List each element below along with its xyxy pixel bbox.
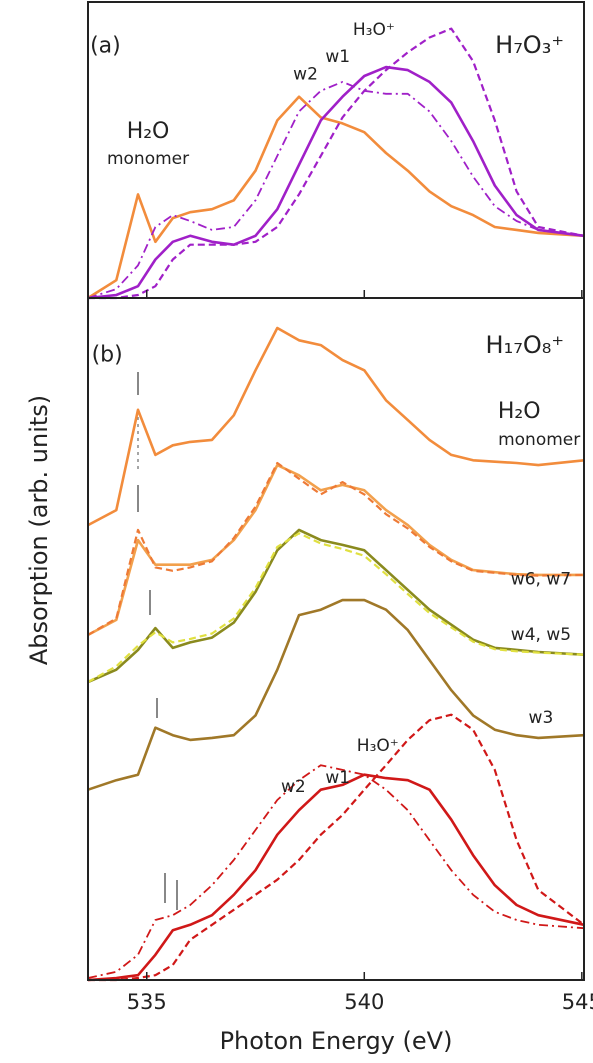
annotation: w6, w7 [511, 570, 571, 590]
annotation: w3 [529, 708, 554, 728]
spectrum-line [87, 81, 585, 299]
spectrum-line [87, 461, 585, 636]
y-axis-label: Absorption (arb. units) [25, 395, 53, 665]
x-axis-label: Photon Energy (eV) [220, 1027, 453, 1055]
annotation: w2 [281, 777, 306, 797]
annotation: H₂O [498, 399, 541, 424]
spectrum-line [87, 598, 585, 791]
annotation: monomer [498, 430, 580, 450]
spectrum-line [87, 463, 584, 637]
spectrum-line [87, 764, 585, 979]
x-tick-label: 535 [127, 990, 167, 1014]
annotation: w2 [293, 65, 318, 85]
spectrum-line [87, 528, 585, 684]
peak-markers [137, 372, 178, 910]
annotation: H₃O⁺ [357, 736, 399, 756]
annotation: (b) [92, 342, 123, 367]
annotation: H₂O [127, 119, 170, 144]
panel-title: H₇O₃⁺ [495, 31, 564, 59]
annotation: (a) [90, 33, 121, 58]
spectrum-line [87, 65, 585, 300]
annotation: w1 [325, 47, 350, 67]
x-tick-label: 545 [562, 990, 593, 1014]
spectrum-line [87, 532, 585, 683]
spectrum-line [87, 773, 585, 982]
annotation: monomer [107, 149, 189, 169]
panel-title: H₁₇O₈⁺ [486, 331, 564, 359]
x-tick-label: 540 [344, 990, 384, 1014]
spectrum-line [87, 95, 585, 300]
annotation: H₃O⁺ [353, 20, 395, 40]
spectrum-line [88, 27, 585, 300]
spectrum-line [87, 326, 585, 527]
annotation: w4, w5 [511, 625, 571, 645]
spectrum-line [88, 713, 585, 982]
plot-frame [87, 297, 585, 981]
annotation: w1 [325, 768, 350, 788]
